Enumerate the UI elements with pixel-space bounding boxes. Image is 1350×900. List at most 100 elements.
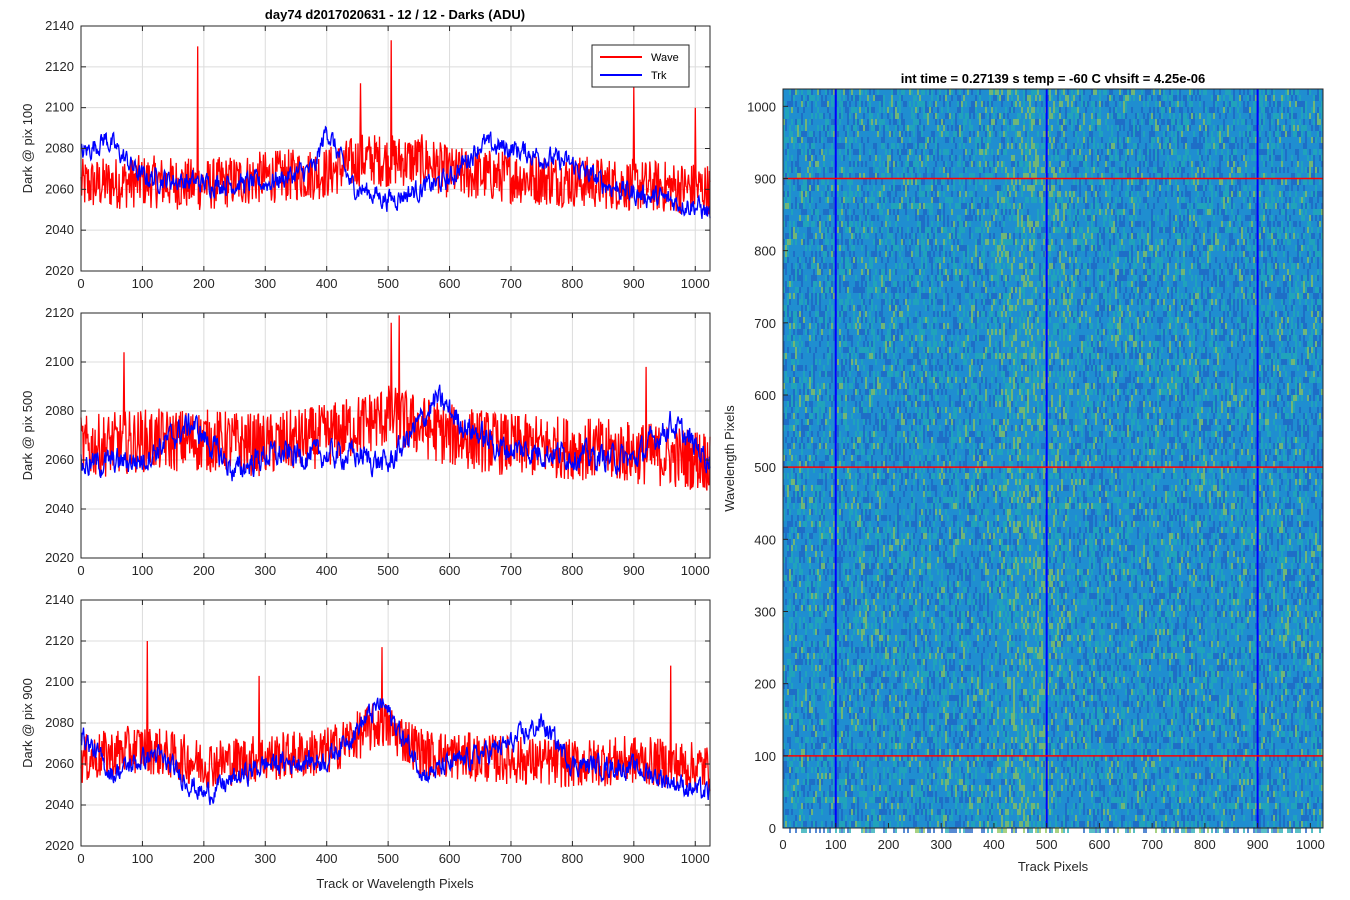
heatmap-cell — [811, 581, 813, 587]
heatmap-cell — [885, 743, 887, 749]
heatmap-cell — [899, 335, 901, 341]
series-lines — [80, 40, 711, 219]
heatmap-cell — [831, 359, 833, 365]
heatmap-cell — [859, 515, 861, 521]
heatmap-cell — [875, 179, 877, 185]
heatmap-cell — [849, 599, 851, 605]
heatmap-cell — [873, 527, 875, 533]
heatmap-cell — [873, 197, 875, 203]
heatmap-cell — [843, 347, 845, 353]
heatmap-cell — [789, 191, 791, 197]
heatmap-cell — [785, 125, 787, 131]
heatmap-cell — [793, 269, 795, 275]
heatmap-cell — [919, 677, 921, 683]
heatmap-cell — [783, 191, 785, 197]
heatmap-cell — [917, 179, 919, 185]
heatmap-cell — [895, 809, 897, 815]
heatmap-cell — [907, 227, 909, 233]
heatmap-cell — [867, 215, 869, 221]
heatmap-cell — [815, 173, 817, 179]
heatmap-cell — [921, 389, 923, 395]
heatmap-cell — [877, 491, 879, 497]
heatmap-cell — [903, 791, 905, 797]
heatmap-cell — [815, 731, 817, 737]
heatmap-cell — [791, 101, 793, 107]
heatmap-cell — [829, 557, 831, 563]
heatmap-cell — [861, 449, 863, 455]
heatmap-cell — [785, 191, 787, 197]
heatmap-cell — [893, 107, 895, 113]
heatmap-cell — [929, 209, 931, 215]
heatmap-cell — [791, 383, 793, 389]
heatmap-cell — [831, 737, 833, 743]
heatmap-cell — [825, 653, 827, 659]
heatmap-cell — [929, 545, 931, 551]
heatmap-cell — [903, 413, 905, 419]
heatmap-cell — [841, 365, 843, 371]
heatmap-cell — [923, 251, 925, 257]
heatmap-cell — [907, 203, 909, 209]
heatmap-cell — [867, 251, 869, 257]
heatmap-cell — [821, 191, 823, 197]
heatmap-cell — [827, 389, 829, 395]
heatmap-cell — [837, 293, 839, 299]
heatmap-cell — [927, 785, 929, 791]
heatmap-cell — [883, 767, 885, 773]
heatmap-cell — [813, 593, 815, 599]
heatmap-cell — [927, 779, 929, 785]
heatmap-cell — [903, 575, 905, 581]
heatmap-cell — [921, 599, 923, 605]
heatmap-cell — [877, 329, 879, 335]
heatmap-cell — [789, 485, 791, 491]
heatmap-cell — [917, 137, 919, 143]
heatmap-cell — [873, 443, 875, 449]
heatmap-cell — [859, 659, 861, 665]
heatmap-cell — [881, 641, 883, 647]
heatmap-cell — [817, 245, 819, 251]
heatmap-cell — [889, 227, 891, 233]
heatmap-cell — [837, 209, 839, 215]
heatmap-cell — [889, 701, 891, 707]
heatmap-cell — [841, 209, 843, 215]
heatmap-cell — [793, 785, 795, 791]
heatmap-cell — [857, 161, 859, 167]
heatmap-cell — [793, 371, 795, 377]
heatmap-cell — [791, 227, 793, 233]
heatmap-cell — [801, 137, 803, 143]
heatmap-cell — [861, 791, 863, 797]
heatmap-cell — [895, 683, 897, 689]
heatmap-cell — [783, 701, 785, 707]
heatmap-cell — [923, 587, 925, 593]
heatmap-cell — [867, 479, 869, 485]
heatmap-cell — [927, 677, 929, 683]
heatmap-cell — [871, 191, 873, 197]
heatmap-cell — [811, 593, 813, 599]
heatmap-cell — [869, 455, 871, 461]
heatmap-cell — [925, 809, 927, 815]
heatmap-cell — [903, 647, 905, 653]
heatmap-cell — [817, 545, 819, 551]
heatmap-cell — [903, 461, 905, 467]
heatmap-cell — [901, 791, 903, 797]
heatmap-cell — [821, 257, 823, 263]
heatmap-cell — [909, 389, 911, 395]
heatmap-cell — [849, 647, 851, 653]
heatmap-cell — [841, 815, 843, 821]
heatmap-cell — [909, 359, 911, 365]
heatmap-cell — [819, 371, 821, 377]
heatmap-cell — [825, 701, 827, 707]
heatmap-cell — [927, 407, 929, 413]
heatmap-cell — [791, 683, 793, 689]
heatmap-cell — [853, 551, 855, 557]
heatmap-cell — [813, 359, 815, 365]
heatmap-cell — [855, 191, 857, 197]
heatmap-cell — [873, 611, 875, 617]
heatmap-cell — [837, 377, 839, 383]
heatmap-cell — [905, 617, 907, 623]
x-tick-label: 800 — [562, 851, 584, 866]
heatmap-cell — [849, 137, 851, 143]
heatmap-cell — [913, 119, 915, 125]
heatmap-cell — [859, 173, 861, 179]
heatmap-cell — [833, 521, 835, 527]
heatmap-cell — [825, 719, 827, 725]
